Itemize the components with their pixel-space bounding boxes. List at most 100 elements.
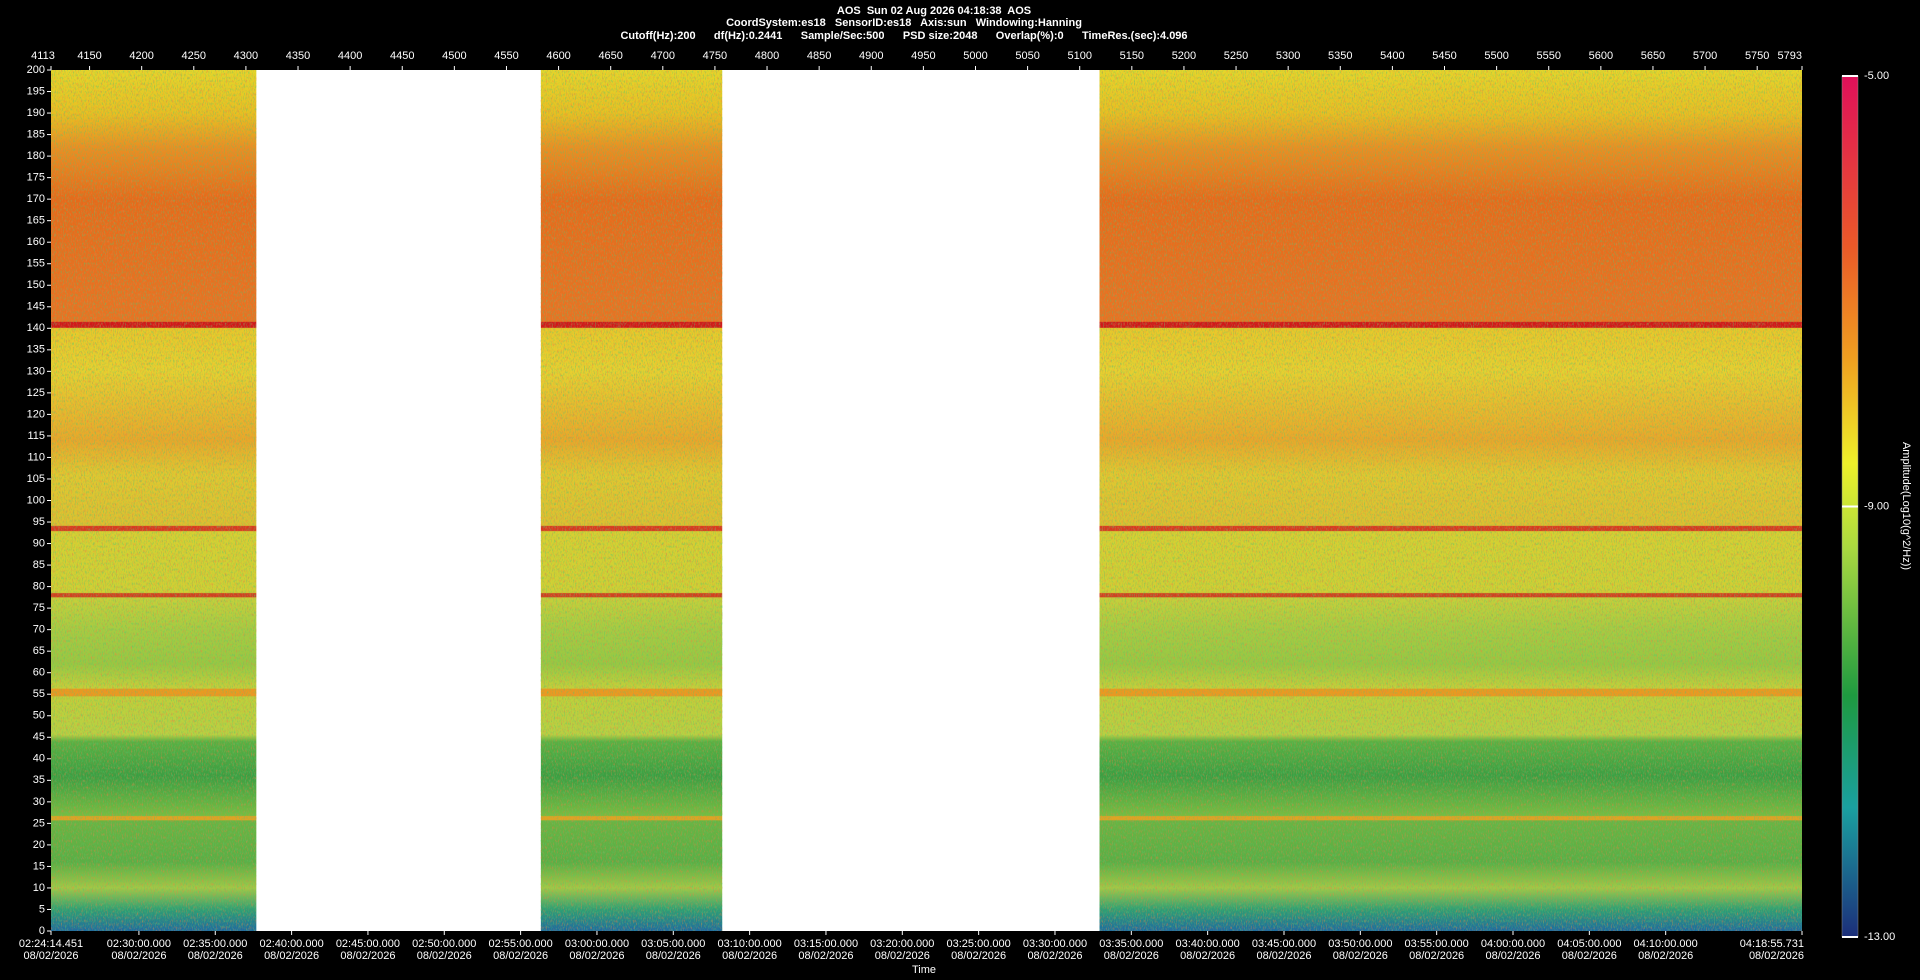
y-tick-label: 0	[39, 925, 45, 937]
time-tick-date: 08/02/2026	[875, 950, 930, 962]
spectrogram-noise	[51, 70, 257, 931]
x-tick-label: 4150	[77, 50, 101, 62]
y-tick-label: 125	[27, 387, 45, 399]
y-tick-label: 150	[27, 279, 45, 291]
time-tick-date: 08/02/2026	[1562, 950, 1617, 962]
time-tick-date: 08/02/2026	[23, 950, 78, 962]
time-tick-date: 08/02/2026	[493, 950, 548, 962]
time-tick-date: 08/02/2026	[569, 950, 624, 962]
x-axis-label: Time	[912, 964, 936, 976]
y-tick-label: 155	[27, 258, 45, 270]
y-tick-label: 160	[27, 236, 45, 248]
time-tick-label: 04:18:55.731	[1740, 938, 1804, 950]
x-tick-label: 5700	[1693, 50, 1717, 62]
y-tick-label: 80	[33, 581, 45, 593]
x-tick-label: 4250	[182, 50, 206, 62]
y-tick-label: 55	[33, 688, 45, 700]
y-tick-label: 135	[27, 344, 45, 356]
y-tick-label: 110	[27, 451, 45, 463]
time-tick-label: 04:05:00.000	[1557, 938, 1621, 950]
time-tick-date: 08/02/2026	[1180, 950, 1235, 962]
y-tick-label: 20	[33, 839, 45, 851]
y-tick-label: 115	[27, 430, 45, 442]
x-tick-label: 4800	[755, 50, 779, 62]
x-tick-label: 4700	[651, 50, 675, 62]
y-tick-label: 45	[33, 731, 45, 743]
x-tick-label: 5150	[1120, 50, 1144, 62]
y-tick-label: 140	[27, 322, 45, 334]
time-tick-date: 08/02/2026	[1749, 950, 1804, 962]
y-tick-label: 35	[33, 774, 45, 786]
y-tick-label: 70	[33, 624, 45, 636]
colorbar-tick-label: -13.00	[1864, 931, 1895, 943]
x-tick-label: 4550	[494, 50, 518, 62]
time-tick-label: 03:45:00.000	[1252, 938, 1316, 950]
y-tick-label: 165	[27, 215, 45, 227]
time-tick-date: 08/02/2026	[340, 950, 395, 962]
y-tick-label: 30	[33, 796, 45, 808]
time-tick-label: 03:30:00.000	[1023, 938, 1087, 950]
x-tick-label: 4950	[911, 50, 935, 62]
spectrogram-noise	[1099, 70, 1802, 931]
colorbar-tick-label: -5.00	[1864, 70, 1889, 82]
x-tick-label: 5450	[1432, 50, 1456, 62]
colorbar-label: Amplitude(Log10(g^2/Hz))	[1900, 442, 1912, 570]
x-tick-label: 5650	[1641, 50, 1665, 62]
time-tick-date: 08/02/2026	[1638, 950, 1693, 962]
x-tick-label: 4450	[390, 50, 414, 62]
time-tick-label: 03:20:00.000	[870, 938, 934, 950]
y-tick-label: 175	[27, 172, 45, 184]
time-tick-date: 08/02/2026	[111, 950, 166, 962]
x-tick-label: 5600	[1589, 50, 1613, 62]
time-tick-label: 04:00:00.000	[1481, 938, 1545, 950]
y-tick-label: 60	[33, 667, 45, 679]
x-tick-label: 4650	[598, 50, 622, 62]
x-tick-label: 5793	[1778, 50, 1802, 62]
time-tick-date: 08/02/2026	[1027, 950, 1082, 962]
y-tick-label: 5	[39, 903, 45, 915]
time-tick-date: 08/02/2026	[1485, 950, 1540, 962]
time-tick-label: 03:40:00.000	[1176, 938, 1240, 950]
time-tick-date: 08/02/2026	[722, 950, 777, 962]
y-tick-label: 25	[33, 817, 45, 829]
time-tick-label: 02:55:00.000	[488, 938, 552, 950]
x-tick-label: 4300	[234, 50, 258, 62]
spectrogram-noise	[540, 70, 723, 931]
y-tick-label: 170	[27, 193, 45, 205]
time-tick-date: 08/02/2026	[798, 950, 853, 962]
x-tick-label: 5250	[1224, 50, 1248, 62]
y-tick-label: 120	[27, 408, 45, 420]
time-tick-date: 08/02/2026	[264, 950, 319, 962]
x-tick-label: 4400	[338, 50, 362, 62]
x-tick-label: 4750	[703, 50, 727, 62]
x-tick-label: 4350	[286, 50, 310, 62]
time-tick-label: 03:00:00.000	[565, 938, 629, 950]
x-tick-label: 5350	[1328, 50, 1352, 62]
time-tick-label: 02:40:00.000	[259, 938, 323, 950]
y-tick-label: 85	[33, 559, 45, 571]
y-tick-label: 40	[33, 753, 45, 765]
y-tick-label: 185	[27, 128, 45, 140]
y-tick-label: 145	[27, 301, 45, 313]
time-tick-label: 02:30:00.000	[107, 938, 171, 950]
time-tick-label: 02:24:14.451	[19, 938, 83, 950]
x-tick-label: 4900	[859, 50, 883, 62]
x-tick-label: 5000	[963, 50, 987, 62]
time-tick-date: 08/02/2026	[1104, 950, 1159, 962]
y-tick-label: 10	[33, 882, 45, 894]
x-tick-label: 5500	[1484, 50, 1508, 62]
y-tick-label: 130	[27, 365, 45, 377]
x-tick-label: 5750	[1745, 50, 1769, 62]
y-tick-label: 75	[33, 602, 45, 614]
time-tick-label: 02:45:00.000	[336, 938, 400, 950]
y-tick-label: 50	[33, 710, 45, 722]
x-tick-label: 5400	[1380, 50, 1404, 62]
x-tick-label: 5300	[1276, 50, 1300, 62]
time-tick-date: 08/02/2026	[1409, 950, 1464, 962]
y-tick-label: 95	[33, 516, 45, 528]
x-tick-label: 5550	[1536, 50, 1560, 62]
time-tick-label: 03:50:00.000	[1328, 938, 1392, 950]
y-tick-label: 180	[27, 150, 45, 162]
y-tick-label: 15	[33, 860, 45, 872]
